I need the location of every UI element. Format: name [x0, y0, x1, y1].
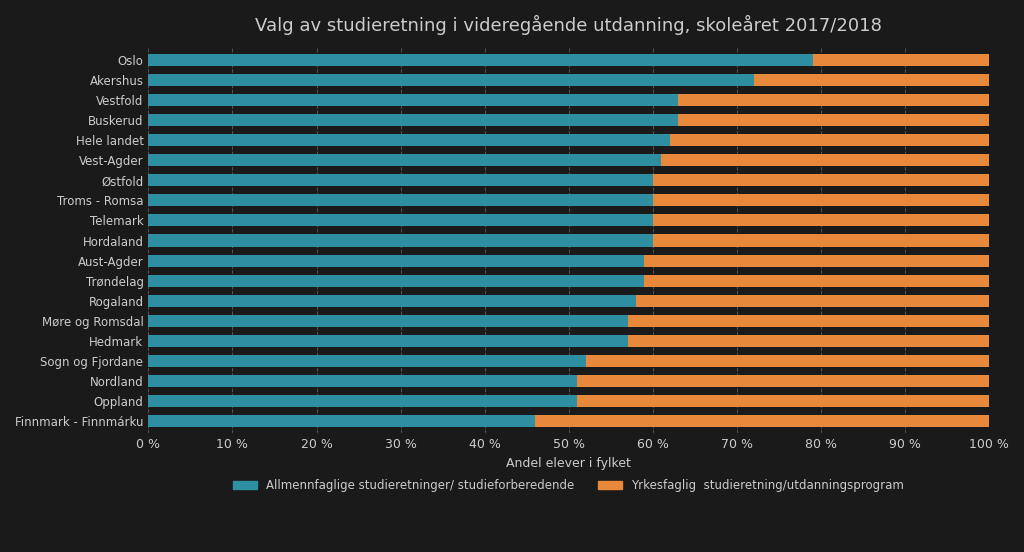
- Bar: [148, 194, 652, 206]
- Legend: Allmennfaglige studieretninger/ studieforberedende, Yrkesfaglig  studieretning/u: Allmennfaglige studieretninger/ studiefo…: [228, 474, 909, 497]
- Bar: [586, 355, 989, 367]
- Bar: [148, 254, 644, 267]
- Bar: [678, 114, 989, 126]
- Bar: [148, 214, 652, 226]
- Bar: [662, 154, 989, 166]
- Bar: [148, 335, 628, 347]
- Bar: [148, 235, 652, 247]
- Bar: [652, 214, 989, 226]
- Bar: [148, 94, 678, 106]
- Bar: [148, 54, 812, 66]
- Bar: [628, 315, 989, 327]
- Bar: [578, 395, 989, 407]
- Bar: [754, 74, 989, 86]
- Bar: [148, 275, 644, 286]
- Bar: [148, 395, 578, 407]
- Bar: [148, 295, 636, 307]
- Bar: [670, 134, 989, 146]
- Bar: [578, 375, 989, 387]
- Bar: [148, 355, 586, 367]
- Bar: [148, 134, 670, 146]
- Bar: [644, 275, 989, 286]
- X-axis label: Andel elever i fylket: Andel elever i fylket: [506, 457, 631, 470]
- Bar: [812, 54, 989, 66]
- Bar: [678, 94, 989, 106]
- Bar: [148, 174, 652, 186]
- Bar: [148, 415, 536, 427]
- Bar: [536, 415, 989, 427]
- Bar: [148, 74, 754, 86]
- Title: Valg av studieretning i videregående utdanning, skoleåret 2017/2018: Valg av studieretning i videregående utd…: [255, 15, 882, 35]
- Bar: [148, 375, 578, 387]
- Bar: [636, 295, 989, 307]
- Bar: [148, 114, 678, 126]
- Bar: [148, 315, 628, 327]
- Bar: [644, 254, 989, 267]
- Bar: [148, 154, 662, 166]
- Bar: [628, 335, 989, 347]
- Bar: [652, 174, 989, 186]
- Bar: [652, 235, 989, 247]
- Bar: [652, 194, 989, 206]
